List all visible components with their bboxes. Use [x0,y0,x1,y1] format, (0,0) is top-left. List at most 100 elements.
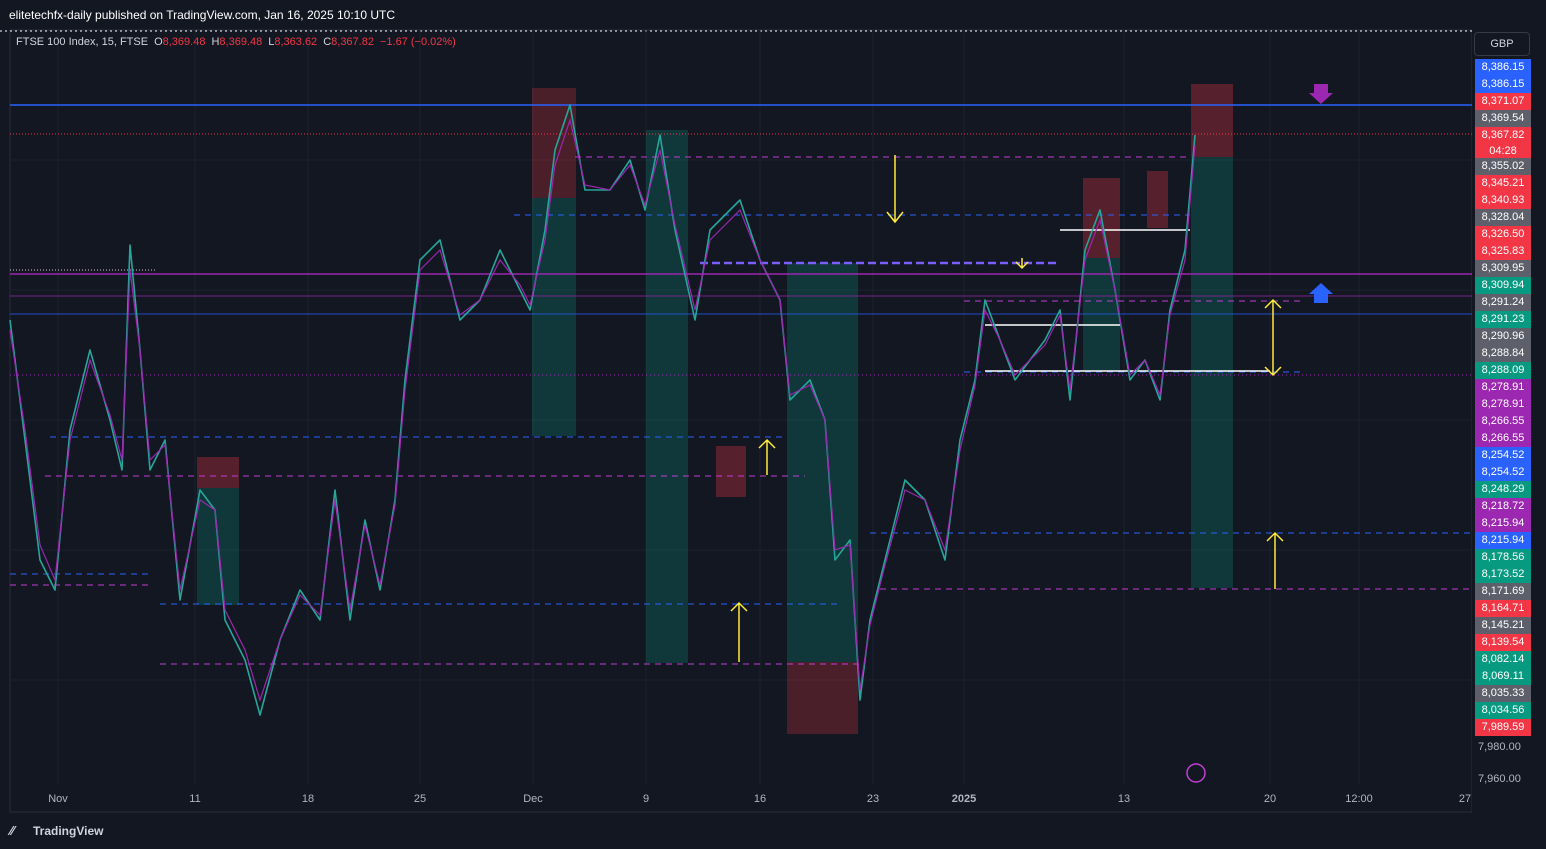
price-tag: 8,215.94 [1475,515,1531,532]
time-label: 27 [1458,793,1472,805]
price-tag: 8,325.83 [1475,243,1531,260]
moving-average [9,117,1196,702]
price-tag-text: 8,034.56 [1481,704,1525,716]
price-tag-text: 8,278.91 [1481,381,1525,393]
sell-marker [1309,84,1333,104]
price-tag-text: 8,254.52 [1481,466,1525,478]
price-tag-text: 8,386.15 [1481,61,1525,73]
price-tag: 8,266.55 [1475,413,1531,430]
price-tag-text: 8,371.07 [1481,95,1525,107]
price-tag-text: 8,309.94 [1481,279,1525,291]
price-tag-text: 8,355.02 [1481,160,1525,172]
price-tag: 8,254.52 [1475,464,1531,481]
price-tag: 8,328.04 [1475,209,1531,226]
price-tag-text: 8,328.04 [1481,211,1525,223]
price-tag: 8,069.11 [1475,668,1531,685]
pane [9,29,1473,813]
ohlc-key: H [211,36,220,48]
price-tag: 8,326.50 [1475,226,1531,243]
price-tag: 8,173.52 [1475,566,1531,583]
price-tag: 8,355.02 [1475,158,1531,175]
price-tag-text: 8,340.93 [1481,194,1525,206]
ohlc-legend: FTSE 100 Index, 15, FTSE O8,369.48 H8,369.… [16,36,456,48]
price-tag-text: 7,989.59 [1481,721,1525,733]
time-label: 16 [753,793,767,805]
price-tag: 8,215.94 [1475,532,1531,549]
price-tag: 8,266.55 [1475,430,1531,447]
price-tag: 8,248.29 [1475,481,1531,498]
time-label: 2025 [951,793,977,805]
price-tag-text: 8,325.83 [1481,245,1525,257]
time-label: 25 [413,793,427,805]
price-tag-text: 8,290.96 [1481,330,1525,342]
price-tag-text: 8,278.91 [1481,398,1525,410]
price-tag: 8,309.95 [1475,260,1531,277]
price-tag-text: 8,369.54 [1481,112,1525,124]
ohlc-key: C [323,36,332,48]
time-label: 13 [1117,793,1131,805]
price-tag-text: 8,173.52 [1481,568,1525,580]
price-tag: 8,340.93 [1475,192,1531,209]
ohlc-value: 8,367.82 [331,36,374,48]
price-tag: 8,145.21 [1475,617,1531,634]
price-tag-text: 8,248.29 [1481,483,1525,495]
arrows [730,155,1284,662]
price-tag: 8,171.69 [1475,583,1531,600]
time-label: Dec [523,793,543,805]
price-tag-text: 8,266.55 [1481,432,1525,444]
price-tag-text: 8,178.56 [1481,551,1525,563]
price-tag-text: 8,367.82 [1481,129,1525,141]
levels [10,104,1472,665]
price-tag: 8,082.14 [1475,651,1531,668]
change: −1.67 (−0.02%) [379,36,456,48]
price-tag: 8,278.91 [1475,379,1531,396]
ohlc-value: 8,363.62 [274,36,318,48]
price-tag: 8,345.21 [1475,175,1531,192]
time-label: Nov [48,793,68,805]
price-tag-text: 8,035.33 [1481,687,1525,699]
price-tag: 8,034.56 [1475,702,1531,719]
price-tag: 8,369.54 [1475,110,1531,127]
price-tag: 8,254.52 [1475,447,1531,464]
time-label: 20 [1263,793,1277,805]
price-tag-text: 8,326.50 [1481,228,1525,240]
price-tag-text: 8,345.21 [1481,177,1525,189]
price-tag-text: 8,288.84 [1481,347,1525,359]
tv-logo: ⁄⁄ [7,823,17,838]
time-label: 11 [189,793,201,805]
price-axis-label: 7,960.00 [1478,773,1521,785]
price-tag-text: 8,288.09 [1481,364,1525,376]
time-label: 9 [642,793,650,805]
price-tag: 8,139.54 [1475,634,1531,651]
price-tag-text: 8,215.94 [1481,517,1525,529]
price-tag-text: 8,218.72 [1481,500,1525,512]
price-tag: 8,288.84 [1475,345,1531,362]
price-tag-text: 8,164.71 [1481,602,1525,614]
price-tag: 7,989.59 [1475,719,1531,736]
price-tag-text: 8,266.55 [1481,415,1525,427]
zones [197,84,1233,734]
countdown: 04:28 [1489,145,1517,157]
grid [10,30,1472,785]
price-tag-text: 8,069.11 [1481,670,1524,682]
price-tag: 8,035.33 [1475,685,1531,702]
price-tag-text: 8,291.23 [1481,313,1525,325]
price-tag: 8,288.09 [1475,362,1531,379]
currency-button[interactable]: GBP [1474,32,1530,56]
replay-icon[interactable] [1186,763,1206,783]
price-tag-text: 8,254.52 [1481,449,1525,461]
ohlc-key: L [268,36,275,48]
ohlc-value: 8,369.48 [219,36,263,48]
price-tag: 8,367.82 04:28 [1475,127,1531,158]
price-tag: 8,218.72 [1475,498,1531,515]
price-axis-label: 7,980.00 [1478,741,1521,753]
price-tag-text: 8,309.95 [1481,262,1525,274]
price-tag-text: 8,291.24 [1481,296,1525,308]
price-tag: 8,386.15 [1475,76,1531,93]
time-label: 18 [301,793,315,805]
price-tag: 8,309.94 [1475,277,1531,294]
buy-marker [1309,283,1333,303]
ohlc-value: 8,369.48 [162,36,206,48]
